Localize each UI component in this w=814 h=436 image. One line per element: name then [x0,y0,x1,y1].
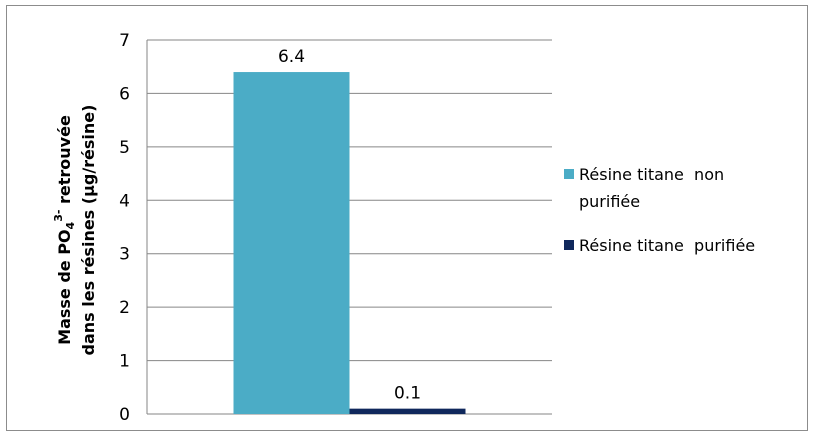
y-tick-label: 5 [119,138,130,158]
y-tick-label: 3 [119,245,130,265]
y-axis-title-superscript: 3- [52,210,65,222]
legend: Résine titane non purifiée Résine titane p… [564,165,755,255]
y-axis-title-line1: Masse de PO43- retrouvée [52,115,77,345]
data-labels: 6.4 0.1 [278,47,421,404]
bar-purifiee [349,408,466,414]
bar-non-purifiee [233,72,350,415]
y-tick-label: 4 [119,191,130,211]
legend-label: Résine titane non purifiée [579,165,724,211]
data-label: 6.4 [278,47,305,67]
legend-swatch [564,240,574,250]
data-label: 0.1 [394,384,421,404]
bars [233,72,466,415]
y-tick-labels: 0 1 2 3 4 5 6 7 [119,31,130,425]
y-axis-title-rest: retrouvée [55,115,74,210]
legend-label-line: purifiée [579,192,640,211]
y-tick-label: 0 [119,405,130,425]
y-axis-title-subscript: 4 [64,221,77,229]
y-tick-label: 6 [119,84,130,104]
y-axis-title-main: Masse de PO [55,229,74,344]
chart-frame [6,5,808,431]
y-tick-label: 2 [119,298,130,318]
legend-label-line: Résine titane non [579,165,724,184]
legend-label: Résine titane purifiée [579,236,755,255]
y-tick-label: 1 [119,352,130,372]
y-axis-title-line2: dans les résines (µg/résine) [79,105,98,356]
legend-swatch [564,169,574,179]
y-tick-label: 7 [119,31,130,51]
